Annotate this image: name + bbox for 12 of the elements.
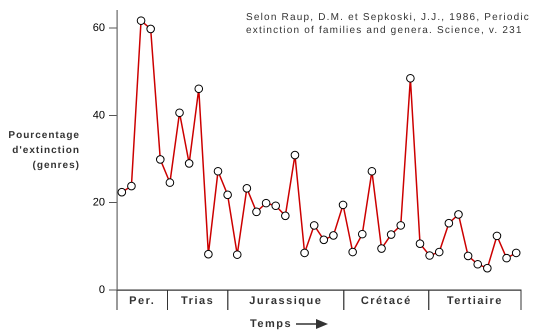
text: Per.: [129, 295, 156, 308]
text: Trias: [181, 295, 214, 308]
x-axis-title: Temps: [250, 318, 292, 330]
text: Jurassique: [249, 295, 322, 308]
text: Tertiaire: [446, 295, 503, 308]
annotation: Selon Raup, D.M. et Sepkoski, J.J., 1986, Periodic extinction of families and genera. Science, v. 231: [246, 11, 531, 37]
y-axis-title: Pourcentage d'extinction (genres): [8, 130, 80, 171]
text: Crétacé: [360, 295, 412, 308]
y-tick-label: 60: [92, 22, 105, 34]
y-tick-label: 0: [98, 284, 105, 296]
y-tick-label: 20: [92, 196, 105, 209]
y-tick-label: 40: [92, 109, 105, 122]
